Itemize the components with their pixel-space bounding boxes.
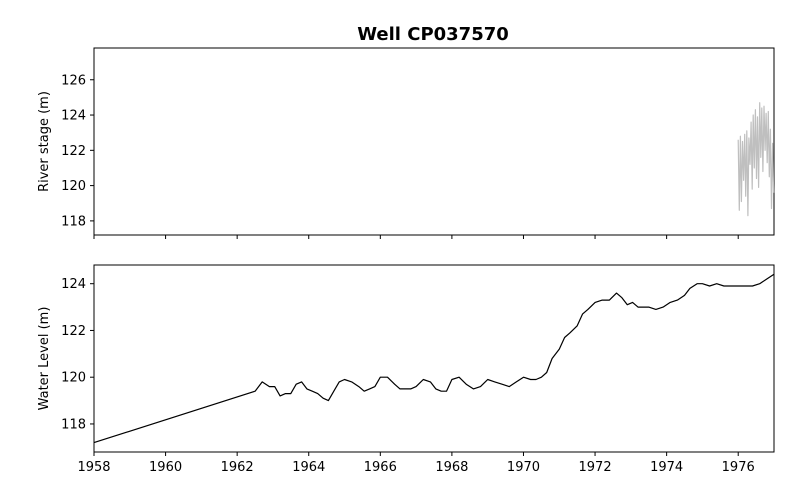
water-level-y-tick-label: 122 [61,324,86,339]
river-stage-y-ticks: 118 120 122 124 126 [61,73,94,229]
river-stage-x-ticks [93,235,739,239]
water-level-y-tick-label: 118 [61,417,86,432]
water-level-series [93,273,775,444]
water-level-x-tick-label: 1958 [77,460,110,475]
water-level-x-tick-label: 1974 [650,460,683,475]
chart-title: Well CP037570 [357,24,509,45]
water-level-x-tick-label: 1960 [149,460,182,475]
river-stage-y-tick-label: 124 [61,109,86,124]
river-stage-plot-area [93,47,775,236]
water-level-x-tick-label: 1968 [435,460,468,475]
water-level-panel: 118 120 122 124 1958 1960 1962 1964 1966 1968 197… [37,264,775,475]
water-level-y-ticks: 118 120 122 124 [61,277,94,432]
water-level-y-tick-label: 124 [61,277,86,292]
water-level-plot-area [93,264,775,453]
water-level-y-tick-label: 120 [61,371,86,386]
river-stage-series [737,102,775,217]
water-level-x-tick-label: 1966 [364,460,397,475]
water-level-x-tick-label: 1970 [507,460,540,475]
water-level-x-tick-label: 1964 [292,460,325,475]
water-level-x-ticks: 1958 1960 1962 1964 1966 1968 1970 1972 1974 1976 [77,452,755,475]
water-level-x-tick-label: 1976 [722,460,755,475]
river-stage-y-tick-label: 120 [61,179,86,194]
water-level-x-tick-label: 1962 [221,460,254,475]
river-stage-ylabel: River stage (m) [37,91,52,192]
water-level-ylabel: Water Level (m) [37,307,52,411]
water-level-series-line [93,273,775,444]
river-stage-panel: 118 120 122 124 126 River stage (m) [37,47,775,239]
water-level-x-tick-label: 1972 [579,460,612,475]
river-stage-y-tick-label: 122 [61,144,86,159]
river-stage-y-tick-label: 126 [61,73,86,88]
river-stage-series-line [737,102,775,217]
river-stage-y-tick-label: 118 [61,214,86,229]
